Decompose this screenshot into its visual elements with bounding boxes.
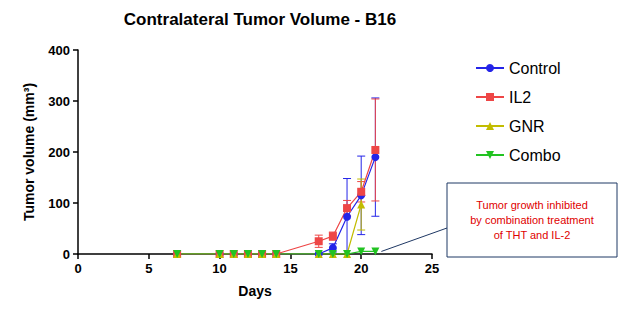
- svg-text:200: 200: [48, 145, 70, 160]
- svg-text:300: 300: [48, 94, 70, 109]
- svg-text:20: 20: [354, 261, 368, 276]
- svg-text:0: 0: [63, 247, 70, 262]
- svg-text:10: 10: [212, 261, 226, 276]
- svg-text:Days: Days: [238, 283, 272, 299]
- svg-text:100: 100: [48, 196, 70, 211]
- svg-text:Contralateral Tumor Volume - B: Contralateral Tumor Volume - B16: [124, 10, 396, 29]
- svg-text:by combination treatment: by combination treatment: [470, 214, 594, 226]
- svg-text:400: 400: [48, 43, 70, 58]
- svg-text:of THT and IL-2: of THT and IL-2: [494, 229, 571, 241]
- svg-text:Tumor volume (mm³): Tumor volume (mm³): [21, 83, 37, 221]
- svg-text:Control: Control: [509, 60, 561, 77]
- svg-text:0: 0: [74, 261, 81, 276]
- svg-text:IL2: IL2: [509, 89, 531, 106]
- svg-text:25: 25: [425, 261, 439, 276]
- svg-text:GNR: GNR: [509, 118, 545, 135]
- svg-text:5: 5: [145, 261, 152, 276]
- svg-text:Tumor growth inhibited: Tumor growth inhibited: [476, 199, 587, 211]
- svg-text:15: 15: [283, 261, 297, 276]
- svg-text:Combo: Combo: [509, 147, 561, 164]
